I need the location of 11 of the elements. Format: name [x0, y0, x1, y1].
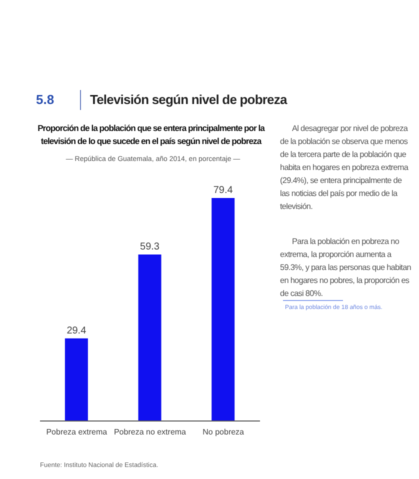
x-tick-label: No pobreza [202, 428, 245, 437]
data-label: 59.3 [140, 241, 160, 252]
chart-title: Proporción de la población que se entera principalmente por la televisión de lo que sucede en el país según nivel de pobreza [36, 122, 266, 148]
text: Al desagregar por nivel de pobreza de la población se observa que menos de la tercera parte de la población que habita en hogares en pobreza extrema (29.4%), se entera principalmente de las noticias del país por medio de la televisión. [280, 123, 410, 213]
x-tick-label: Pobreza no extrema [114, 428, 187, 437]
text: Televisión según nivel de pobreza [90, 92, 287, 107]
text: Para la población en pobreza no extrema, la proporción aumenta a 59.3%, y para las personas que habitan en hogares no pobres, la proporción es de casi 80%. [280, 236, 412, 300]
data-label: 79.4 [213, 185, 234, 196]
x-tick-label: Pobreza extrema [46, 428, 108, 437]
text: 5.8 [36, 92, 54, 107]
data-label: 29.4 [66, 325, 87, 336]
